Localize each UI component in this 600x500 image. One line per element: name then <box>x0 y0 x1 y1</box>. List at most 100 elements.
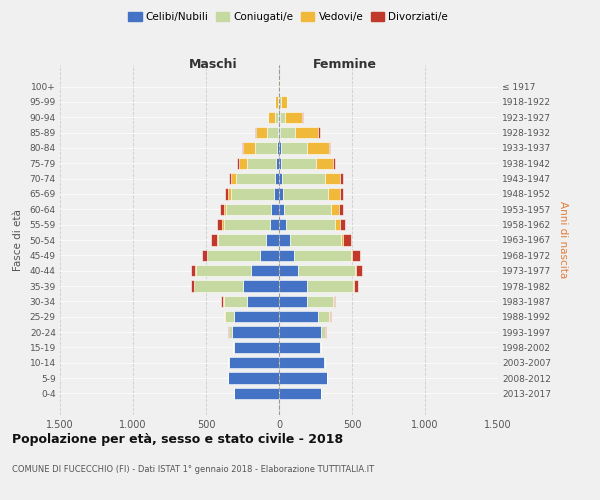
Bar <box>279 173 282 184</box>
Bar <box>191 265 195 276</box>
Bar <box>319 311 329 322</box>
Bar <box>339 204 343 215</box>
Bar <box>221 296 223 307</box>
Bar <box>228 326 229 338</box>
Bar <box>224 204 226 215</box>
Bar <box>202 250 207 261</box>
Text: COMUNE DI FUCECCHIO (FI) - Dati ISTAT 1° gennaio 2018 - Elaborazione TUTTITALIA.: COMUNE DI FUCECCHIO (FI) - Dati ISTAT 1°… <box>12 466 374 474</box>
Bar <box>231 188 274 200</box>
Bar <box>208 250 260 261</box>
Bar <box>229 173 231 184</box>
Bar <box>279 280 307 292</box>
Bar <box>320 342 322 353</box>
Bar <box>328 188 340 200</box>
Bar <box>266 234 279 246</box>
Bar <box>279 81 280 92</box>
Bar <box>236 173 275 184</box>
Bar <box>334 296 335 307</box>
Bar <box>341 234 343 246</box>
Bar <box>284 204 331 215</box>
Bar <box>340 188 343 200</box>
Text: Popolazione per età, sesso e stato civile - 2018: Popolazione per età, sesso e stato civil… <box>12 432 343 446</box>
Bar <box>223 296 224 307</box>
Bar <box>278 127 279 138</box>
Bar <box>279 342 320 353</box>
Bar <box>226 204 271 215</box>
Bar <box>319 127 320 138</box>
Bar <box>279 142 281 154</box>
Bar <box>279 388 322 399</box>
Bar <box>335 219 340 230</box>
Bar <box>279 265 298 276</box>
Bar <box>224 311 225 322</box>
Bar <box>251 265 279 276</box>
Bar <box>279 250 293 261</box>
Bar <box>218 234 266 246</box>
Bar <box>325 326 326 338</box>
Bar <box>276 158 279 169</box>
Bar <box>260 250 279 261</box>
Bar <box>279 311 319 322</box>
Bar <box>279 234 290 246</box>
Bar <box>333 158 335 169</box>
Bar <box>243 142 255 154</box>
Bar <box>281 142 307 154</box>
Bar <box>279 326 322 338</box>
Bar <box>285 112 302 123</box>
Bar <box>217 219 223 230</box>
Bar <box>228 188 231 200</box>
Bar <box>229 357 279 368</box>
Bar <box>229 326 232 338</box>
Bar <box>279 372 327 384</box>
Bar <box>223 219 224 230</box>
Bar <box>329 311 330 322</box>
Bar <box>333 296 334 307</box>
Bar <box>279 357 324 368</box>
Bar <box>302 112 303 123</box>
Bar <box>356 265 362 276</box>
Text: Femmine: Femmine <box>313 58 377 71</box>
Y-axis label: Anni di nascita: Anni di nascita <box>558 202 568 278</box>
Bar <box>278 112 279 123</box>
Bar <box>353 280 354 292</box>
Bar <box>279 158 281 169</box>
Bar <box>275 112 278 123</box>
Bar <box>279 96 281 108</box>
Bar <box>279 219 286 230</box>
Bar <box>280 127 295 138</box>
Bar <box>234 311 279 322</box>
Bar <box>247 158 276 169</box>
Bar <box>295 127 319 138</box>
Bar <box>281 158 316 169</box>
Bar <box>279 204 284 215</box>
Bar <box>283 188 328 200</box>
Bar <box>340 173 343 184</box>
Bar <box>220 204 224 215</box>
Bar <box>274 188 279 200</box>
Bar <box>228 357 229 368</box>
Bar <box>224 296 247 307</box>
Bar <box>242 142 243 154</box>
Bar <box>331 204 339 215</box>
Legend: Celibi/Nubili, Coniugati/e, Vedovi/e, Divorziati/e: Celibi/Nubili, Coniugati/e, Vedovi/e, Di… <box>124 8 452 26</box>
Bar <box>279 296 307 307</box>
Bar <box>207 250 208 261</box>
Bar <box>224 219 269 230</box>
Bar <box>232 326 279 338</box>
Bar <box>268 112 275 123</box>
Bar <box>355 265 356 276</box>
Bar <box>269 219 279 230</box>
Bar <box>255 127 256 138</box>
Bar <box>247 296 279 307</box>
Bar <box>307 142 329 154</box>
Bar <box>340 219 345 230</box>
Bar <box>352 250 360 261</box>
Bar <box>290 234 341 246</box>
Bar <box>242 280 279 292</box>
Bar <box>279 127 280 138</box>
Bar <box>233 342 234 353</box>
Bar <box>280 112 285 123</box>
Bar <box>211 234 217 246</box>
Bar <box>225 188 228 200</box>
Text: Maschi: Maschi <box>189 58 238 71</box>
